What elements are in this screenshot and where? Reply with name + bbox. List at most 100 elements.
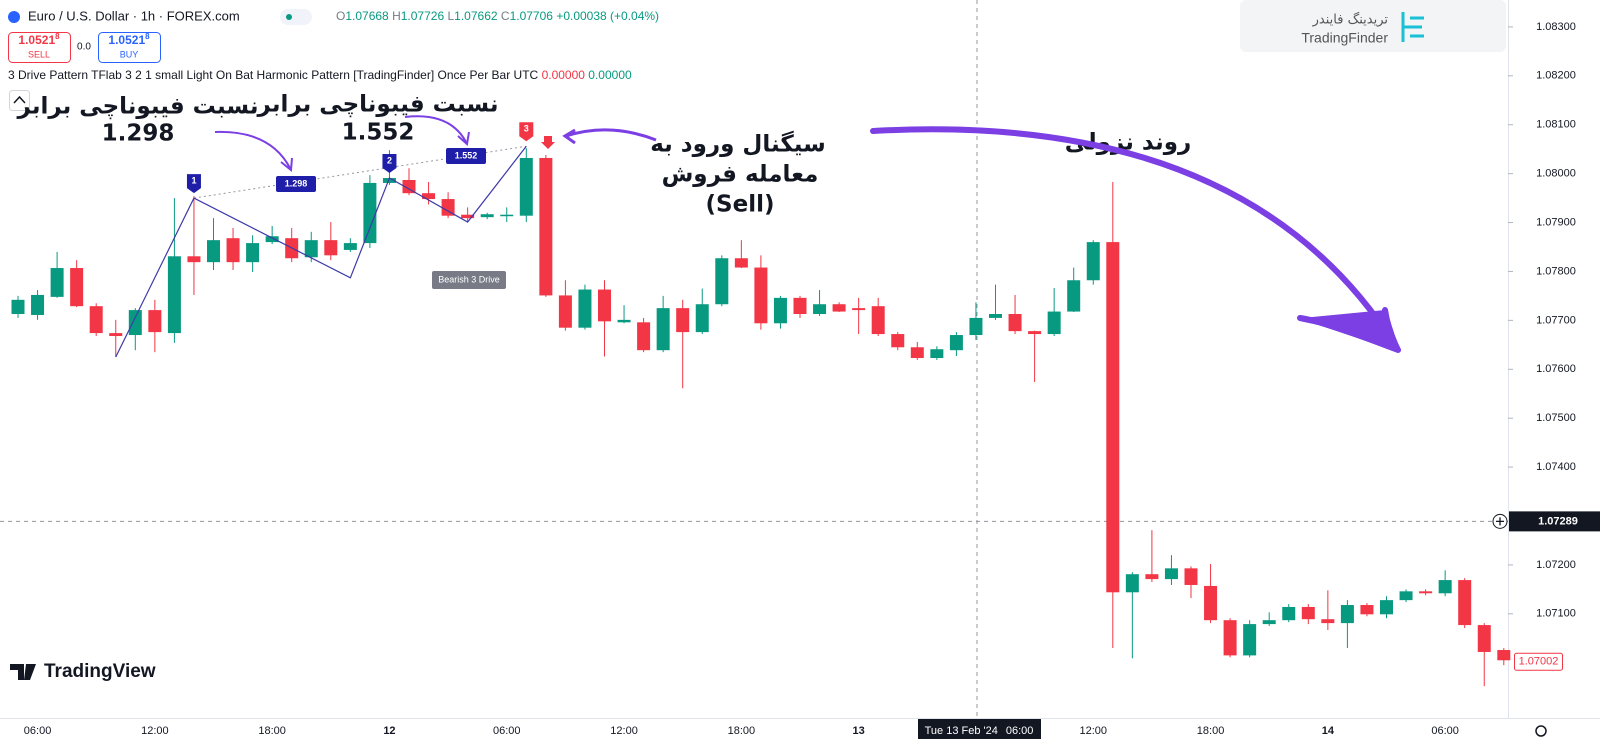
candle-body (578, 289, 592, 328)
y-tick-label: 1.07400 (1536, 461, 1576, 473)
candle-body (1086, 242, 1100, 281)
candle-body (1399, 591, 1413, 601)
ratio-label: 1.552 (455, 150, 478, 160)
logo-latin: TradingFinder (1301, 30, 1388, 46)
signal-annotation: سیگنال ورود به (650, 131, 826, 158)
y-tick-label: 1.07900 (1536, 216, 1576, 228)
crosshair-time-label: Tue 13 Feb '24 06:00 (925, 725, 1034, 737)
candle-body (324, 240, 338, 256)
x-tick-label: 12 (383, 725, 395, 737)
pattern-marker (186, 174, 201, 194)
x-tick-label: 06:00 (493, 725, 521, 737)
collapse-button[interactable] (9, 90, 30, 111)
pattern-name: Bearish 3 Drive (438, 274, 500, 284)
buy-button[interactable] (98, 32, 161, 63)
ohlc-letter: C (501, 9, 510, 23)
x-tick-label: 06:00 (24, 725, 52, 737)
pattern-marker-label: 1 (191, 175, 196, 185)
candle-body (148, 310, 162, 333)
settings-icon[interactable] (1535, 725, 1547, 737)
symbol-icon (8, 11, 20, 23)
candle-body (1028, 331, 1042, 335)
candle-body (70, 268, 84, 307)
candle-body (128, 310, 142, 336)
candle-body (109, 333, 123, 337)
crosshair-price-box (1509, 511, 1600, 532)
candle-body (382, 178, 396, 183)
candle-body (480, 214, 494, 218)
candle-body (793, 297, 807, 315)
y-tick-label: 1.07200 (1536, 559, 1576, 571)
status-pill[interactable] (280, 9, 312, 25)
candle-body (167, 256, 181, 334)
y-tick-label: 1.07800 (1536, 265, 1576, 277)
candle-body (402, 179, 416, 194)
crosshair-price-label: 1.07289 (1538, 515, 1578, 527)
sell-price-main: 1.0521 (18, 33, 55, 47)
candle-body (1204, 585, 1218, 621)
collapse-icon (13, 95, 26, 104)
candle-body (832, 304, 846, 312)
watermark-icon (10, 664, 36, 680)
buy-price: 1.05218 (108, 32, 150, 47)
logo-icon (1401, 12, 1424, 42)
fib-annotation: نسبت فیبوناچی برابر (17, 94, 259, 120)
pattern-line (115, 145, 527, 358)
candle-body (871, 306, 885, 335)
x-tick-label: 14 (1322, 725, 1335, 737)
candle-body (617, 319, 631, 323)
logo-box (1240, 0, 1506, 52)
candle-body (1106, 242, 1120, 593)
fib-annotation-value: 1.298 (102, 121, 175, 147)
candle-body (715, 258, 729, 305)
ohlc-letter: H (392, 9, 401, 23)
watermark: TradingView (44, 661, 156, 682)
candle-body (226, 238, 240, 263)
ohlc-value: 1.07726 (401, 9, 445, 23)
candle-body (1262, 620, 1276, 625)
x-tick-label: 18:00 (258, 725, 286, 737)
candle-body (187, 256, 201, 263)
ohlc-change: +0.00038 (+0.04%) (556, 9, 659, 23)
signal-annotation: (Sell) (706, 192, 775, 218)
candle-body (1360, 605, 1374, 615)
indicator-value: 0.00000 (588, 68, 632, 82)
y-tick-label: 1.08300 (1536, 21, 1576, 33)
ratio-box (446, 148, 486, 164)
candle-body (1145, 574, 1159, 580)
fib-annotation: نسبت فیبوناچی برابر (257, 92, 499, 118)
x-tick-label: 12:00 (1079, 725, 1107, 737)
candle-body (1321, 619, 1335, 624)
ohlc-letter: O (336, 9, 345, 23)
status-dot (286, 14, 292, 20)
candle-body (461, 214, 475, 219)
candle-body (441, 199, 455, 216)
buy-price-sup: 8 (145, 32, 150, 41)
last-price-box (1514, 652, 1563, 671)
y-tick-label: 1.07700 (1536, 314, 1576, 326)
logo-persian: تریدینگ فایندر (1312, 12, 1389, 28)
sell-price: 1.05218 (18, 32, 60, 47)
ohlc-value: 1.07668 (345, 9, 389, 23)
candle-body (1282, 606, 1296, 621)
fib-annotation-value: 1.552 (342, 120, 415, 146)
sell-button[interactable] (8, 32, 71, 63)
ohlc-value: 1.07662 (454, 9, 498, 23)
x-tick-label: 18:00 (1197, 725, 1225, 737)
candle-body (949, 335, 963, 351)
candle-body (89, 306, 103, 334)
sell-arrow (541, 136, 555, 149)
candle-body (598, 289, 611, 322)
candle-body (852, 308, 866, 311)
candle-body (1301, 606, 1315, 620)
candle-body (1125, 574, 1139, 593)
y-tick-label: 1.07100 (1536, 608, 1576, 620)
y-tick-label: 1.07600 (1536, 363, 1576, 375)
crosshair-date: Tue 13 Feb '24 (925, 725, 998, 737)
candle-body (343, 243, 357, 250)
y-tick-label: 1.08200 (1536, 70, 1576, 82)
